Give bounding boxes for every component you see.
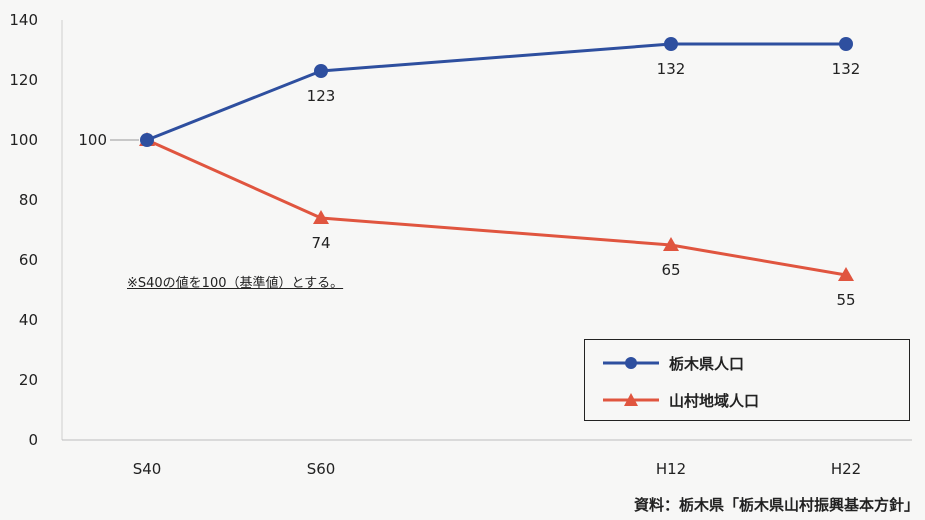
- legend-item-series-1: 山村地域人口: [601, 386, 759, 414]
- x-tick-label: H22: [831, 460, 861, 478]
- y-tick-label: 40: [19, 311, 38, 329]
- y-tick-label: 100: [9, 131, 38, 149]
- source-caption: 資料：栃木県「栃木県山村振興基本方針」: [633, 496, 919, 514]
- y-tick-label: 120: [9, 71, 38, 89]
- legend-item-series-0: 栃木県人口: [601, 349, 744, 377]
- data-label: 132: [657, 60, 686, 78]
- data-label: 65: [661, 261, 680, 279]
- data-point-marker: [313, 210, 329, 224]
- x-tick-label: S60: [307, 460, 336, 478]
- data-label: 74: [311, 234, 330, 252]
- legend-line-triangle-icon: [603, 393, 659, 406]
- x-tick-label: S40: [133, 460, 162, 478]
- legend-label: 山村地域人口: [669, 391, 760, 410]
- data-point-marker: [663, 237, 679, 251]
- baseline-note: ※S40の値を100（基準値）とする。: [127, 276, 344, 291]
- data-label: 55: [836, 291, 855, 309]
- data-point-marker: [664, 37, 678, 51]
- data-point-marker: [314, 64, 328, 78]
- legend-label: 栃木県人口: [669, 354, 745, 373]
- data-label: 132: [832, 60, 861, 78]
- data-labels: 100 123 132 132 74 65 55: [78, 60, 860, 309]
- y-tick-label: 80: [19, 191, 38, 209]
- y-tick-label: 0: [28, 431, 38, 449]
- series-layer: [139, 37, 854, 281]
- series-line-1: [146, 138, 847, 277]
- x-tick-label: H12: [656, 460, 686, 478]
- y-axis: 0 20 40 60 80 100 120 140: [9, 11, 63, 449]
- data-point-marker: [838, 267, 854, 281]
- x-axis: S40 S60 H12 H22: [62, 439, 912, 478]
- data-label: 123: [307, 87, 336, 105]
- legend: 栃木県人口 山村地域人口: [584, 339, 910, 421]
- series-line-0: [146, 42, 846, 142]
- data-point-marker: [839, 37, 853, 51]
- y-tick-label: 20: [19, 371, 38, 389]
- data-label: 100: [78, 131, 107, 149]
- data-point-marker: [140, 133, 154, 147]
- legend-line-circle-icon: [603, 357, 659, 369]
- y-tick-label: 140: [9, 11, 38, 29]
- y-tick-label: 60: [19, 251, 38, 269]
